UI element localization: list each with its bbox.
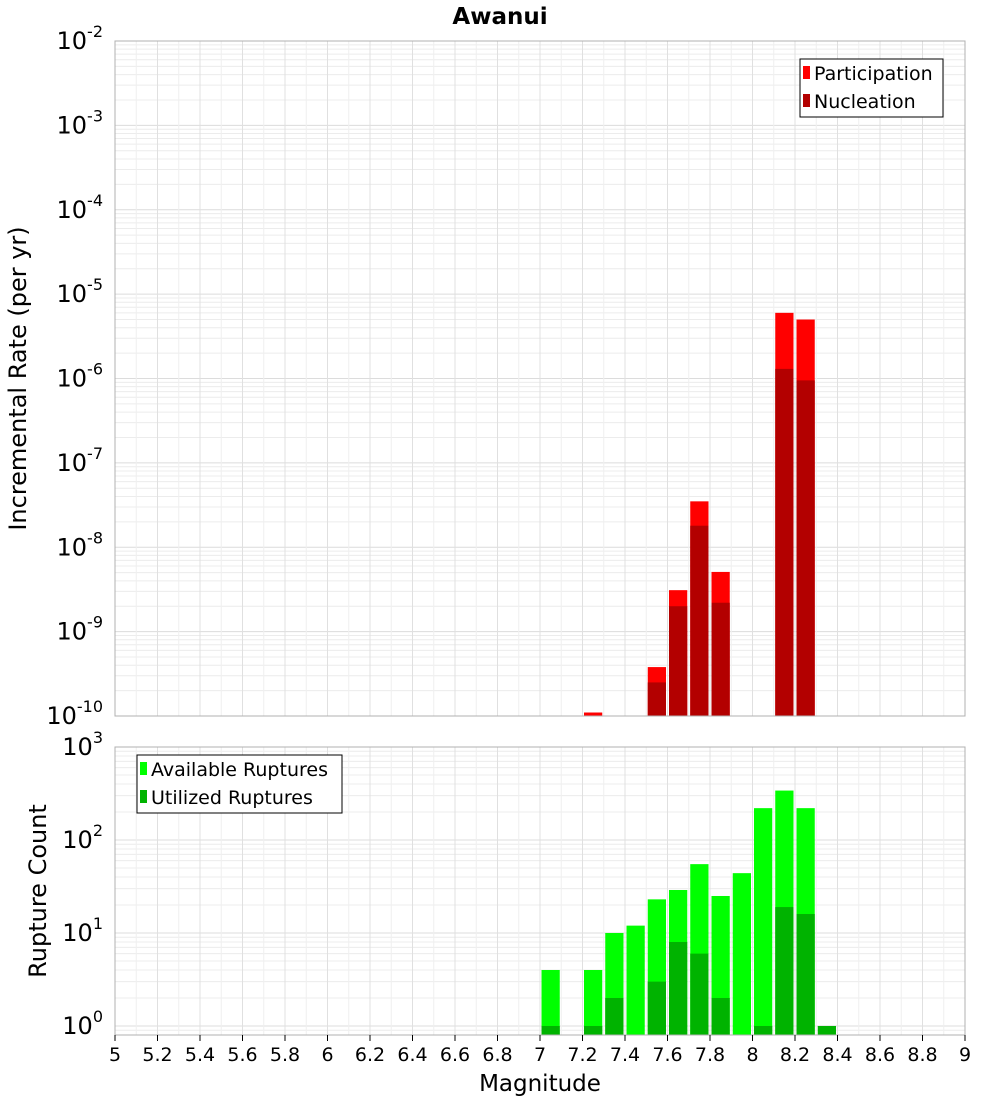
chart-2-x-tick-label: 8 [746, 1044, 758, 1066]
chart-2-bar [732, 873, 751, 1035]
chart-2-x-tick-label: 7.2 [567, 1044, 597, 1066]
chart-2-bar [690, 953, 709, 1035]
chart-2-bar [754, 1025, 773, 1035]
chart-2-x-tick-label: 7.8 [695, 1044, 725, 1066]
chart-2-bar [541, 1025, 560, 1035]
chart-1-y-axis-label: Incremental Rate (per yr) [4, 226, 32, 530]
chart-2-y-tick-label: 101 [62, 914, 103, 947]
chart-2-bar [711, 997, 730, 1035]
chart-2-x-tick-label: 8.6 [865, 1044, 895, 1066]
chart-1-y-tick-label: 10-4 [57, 191, 104, 224]
chart-2-x-tick-label: 8.8 [907, 1044, 937, 1066]
chart-1-legend-label: Participation [814, 63, 933, 85]
chart-2-bar [584, 1025, 603, 1035]
chart-2-bar [817, 1025, 836, 1035]
chart-2-bar [647, 981, 666, 1035]
chart-1-y-tick-label: 10-3 [57, 106, 104, 139]
chart-2-x-tick-label: 5.6 [227, 1044, 257, 1066]
chart-1-y-tick-label: 10-5 [57, 275, 104, 308]
chart-1-y-tick-label: 10-6 [57, 360, 104, 393]
chart-1-legend-label: Nucleation [814, 91, 916, 113]
chart-1-bar [711, 602, 730, 716]
chart-2-legend-swatch [140, 790, 147, 803]
chart-1-bar [584, 712, 603, 716]
chart-2-x-tick-label: 7 [534, 1044, 546, 1066]
chart-2-x-tick-label: 9 [959, 1044, 971, 1066]
chart-2-y-tick-label: 100 [62, 1007, 103, 1040]
chart-2-bar [754, 808, 773, 1035]
chart-2-legend-box [136, 754, 343, 814]
chart-2-y-tick-label: 103 [62, 728, 103, 761]
chart-1-plot-frame [114, 40, 966, 717]
chart-2-x-tick-label: 7.6 [652, 1044, 682, 1066]
chart-2-x-tick-label: 8.4 [822, 1044, 852, 1066]
chart-2-y-axis-label: Rupture Count [24, 804, 52, 978]
chart-1-bar [775, 368, 794, 716]
chart-2-y-tick-label: 102 [62, 821, 103, 854]
chart-2-x-tick-label: 6.4 [397, 1044, 427, 1066]
chart-2-x-tick-label: 5 [109, 1044, 121, 1066]
chart-2-legend: Available Ruptures Utilized Ruptures [136, 754, 343, 814]
chart-2-x-axis-label: Magnitude [479, 1071, 601, 1097]
chart-1-legend-box [799, 58, 944, 118]
chart-1-title: Awanui [452, 4, 547, 30]
chart-1-y-tick-label: 10-8 [57, 528, 104, 561]
chart-2-x-tick-label: 6.8 [482, 1044, 512, 1066]
chart-1-bar [796, 380, 815, 716]
chart-2-x-tick-label: 6.6 [440, 1044, 470, 1066]
chart-2-bar [541, 969, 560, 1035]
chart-1-y-tick-label: 10-10 [46, 697, 103, 730]
chart-1-bar [647, 682, 666, 716]
chart-1-series-2 [647, 368, 815, 716]
chart-2-legend-label: Utilized Ruptures [151, 787, 313, 809]
chart-1-legend-swatch [803, 94, 810, 107]
chart-1-legend-swatch [803, 66, 810, 79]
chart-2-x-tick-label: 7.4 [610, 1044, 640, 1066]
chart-2-bar [626, 925, 645, 1035]
chart-1-y-tick-label: 10-9 [57, 613, 104, 646]
chart-2-x-tick-label: 6 [321, 1044, 333, 1066]
chart-2-legend-label: Available Ruptures [151, 759, 328, 781]
chart-1-bar [690, 525, 709, 716]
chart-1-y-tick-label: 10-7 [57, 444, 104, 477]
chart-1-grid [114, 40, 966, 717]
chart-2-x-tick-label: 5.4 [185, 1044, 215, 1066]
chart-1-y-tick-label: 10-2 [57, 22, 104, 55]
chart-2-legend-swatch [140, 762, 147, 775]
chart-1-bar [669, 606, 688, 716]
chart-2-bar [584, 969, 603, 1035]
chart-1-legend: Participation Nucleation [799, 58, 944, 118]
chart-2-bar [796, 914, 815, 1035]
chart-2-bar [605, 997, 624, 1035]
chart-2-x-tick-label: 5.2 [142, 1044, 172, 1066]
chart-2-bar [669, 942, 688, 1035]
chart-2-x-tick-label: 8.2 [780, 1044, 810, 1066]
chart-2-bar [775, 907, 794, 1035]
chart-2-series-2 [541, 907, 836, 1035]
chart-2-x-tick-label: 5.8 [270, 1044, 300, 1066]
chart-2-x-tick-label: 6.2 [355, 1044, 385, 1066]
